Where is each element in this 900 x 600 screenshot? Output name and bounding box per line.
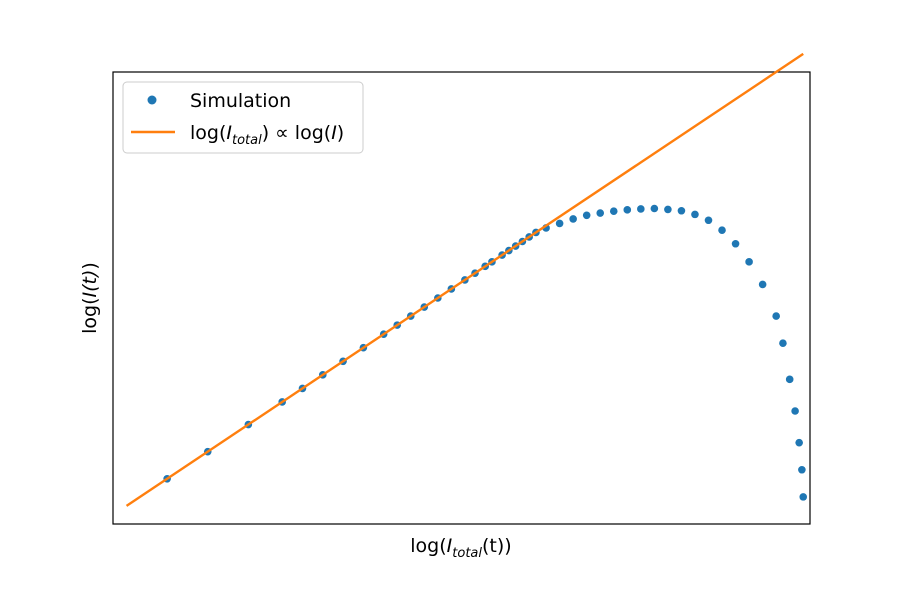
simulation-point xyxy=(664,205,672,214)
y-axis-label: log(I(t)) xyxy=(79,262,101,334)
legend-fit-prefix: log( xyxy=(190,122,226,144)
simulation-point xyxy=(609,207,618,216)
simulation-point xyxy=(745,258,753,266)
legend-marker-simulation xyxy=(147,95,157,105)
simulation-point xyxy=(704,216,713,225)
simulation-point xyxy=(772,312,780,320)
simulation-point xyxy=(799,493,808,501)
y-axis-label-italic: I(t) xyxy=(79,270,101,298)
simulation-point xyxy=(691,210,699,219)
legend-fit-italic: I xyxy=(226,122,232,144)
simulation-point xyxy=(758,280,767,289)
simulation-point xyxy=(718,226,726,234)
y-axis-label-after: ) xyxy=(79,262,101,269)
simulation-point xyxy=(791,407,799,415)
legend-fit-suffix: ) xyxy=(337,122,344,144)
simulation-point xyxy=(731,239,740,248)
legend-label-simulation: Simulation xyxy=(190,90,291,112)
simulation-point xyxy=(785,375,794,384)
legend-fit-mid: ) ∝ log( xyxy=(262,122,331,144)
simulation-point xyxy=(596,209,605,217)
x-axis-label-italic: I xyxy=(447,535,453,557)
legend-fit-sub: total xyxy=(232,133,262,148)
x-axis-label-after: (t)) xyxy=(482,535,512,557)
simulation-point xyxy=(779,339,787,348)
simulation-point xyxy=(798,465,806,474)
simulation-point xyxy=(677,206,686,215)
x-axis-label-main: log( xyxy=(410,535,446,557)
legend-box xyxy=(122,81,364,154)
legend-label-fit: log(Itotal) ∝ log(I) xyxy=(190,122,344,148)
simulation-point xyxy=(623,206,632,214)
y-axis-label-main: log( xyxy=(79,297,101,333)
simulation-point xyxy=(569,215,577,223)
simulation-point xyxy=(795,438,803,447)
simulation-point xyxy=(650,204,659,213)
x-axis-label: log(Itotal(t)) xyxy=(410,535,511,561)
x-axis-label-sub: total xyxy=(452,546,482,561)
legend-fit-italic2: I xyxy=(331,122,337,144)
legend: Simulation log(Itotal) ∝ log(I) xyxy=(122,81,364,154)
fit-line xyxy=(125,52,804,507)
simulation-point xyxy=(555,219,564,228)
simulation-point xyxy=(582,211,591,220)
simulation-point xyxy=(637,205,645,213)
series-layer xyxy=(125,52,808,507)
